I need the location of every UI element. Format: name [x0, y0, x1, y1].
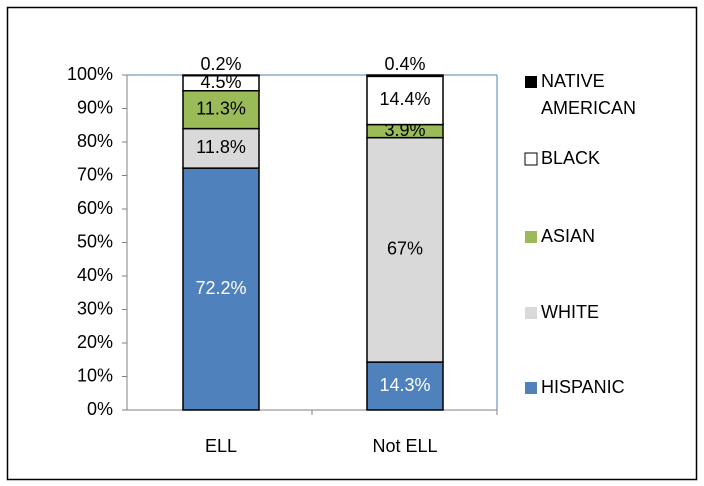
- bar-segment: [366, 75, 444, 126]
- y-tick-label: 40%: [77, 265, 113, 285]
- data-label: 0.4%: [384, 54, 425, 74]
- legend-swatch: [525, 382, 537, 394]
- legend-label: HISPANIC: [541, 377, 625, 397]
- data-label: 67%: [387, 239, 423, 259]
- chart-border: [6, 6, 698, 481]
- y-tick-label: 10%: [77, 365, 113, 385]
- y-tick-label: 100%: [67, 64, 113, 84]
- y-tick-label: 80%: [77, 131, 113, 151]
- legend-swatch: [524, 152, 538, 166]
- bar-segment: [182, 167, 260, 411]
- y-tick-label: 30%: [77, 298, 113, 318]
- y-tick-label: 70%: [77, 164, 113, 184]
- data-label: 72.2%: [195, 278, 246, 298]
- data-label: 0.2%: [200, 54, 241, 74]
- legend-swatch: [525, 76, 537, 88]
- x-tick-label: ELL: [205, 436, 237, 456]
- data-label: 11.3%: [196, 98, 246, 118]
- legend-label: WHITE: [541, 302, 599, 322]
- data-label: 14.3%: [379, 375, 430, 395]
- bar-segment: [366, 74, 444, 78]
- bar-segment: [182, 127, 260, 169]
- bar-segment: [366, 136, 444, 363]
- y-tick-label: 20%: [77, 332, 113, 352]
- bar-segment: [182, 74, 260, 77]
- y-tick-label: 50%: [77, 231, 113, 251]
- legend-label: BLACK: [541, 148, 601, 168]
- bar-segment: [366, 361, 444, 411]
- data-label: 4.5%: [200, 72, 241, 92]
- legend-label: NATIVE AMERICAN: [541, 71, 637, 118]
- data-label: 11.8%: [196, 137, 246, 157]
- legend-swatch: [525, 307, 537, 319]
- y-tick-label: 0%: [87, 399, 113, 419]
- legend-swatch: [525, 231, 537, 243]
- legend-label: ASIAN: [541, 226, 596, 246]
- y-tick-label: 60%: [77, 198, 113, 218]
- x-tick-label: Not ELL: [372, 436, 437, 456]
- y-tick-label: 90%: [77, 97, 113, 117]
- data-label: 14.4%: [379, 89, 430, 109]
